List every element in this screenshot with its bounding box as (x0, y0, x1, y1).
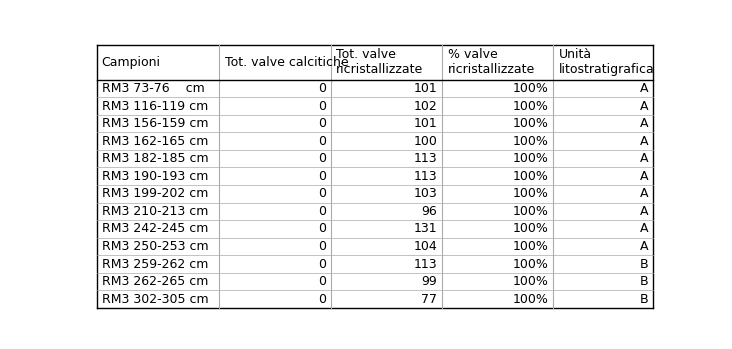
Text: 100%: 100% (512, 117, 548, 130)
Text: RM3 210-213 cm: RM3 210-213 cm (102, 205, 208, 218)
Text: A: A (640, 240, 649, 253)
Text: 100%: 100% (512, 275, 548, 288)
Text: RM3 259-262 cm: RM3 259-262 cm (102, 258, 208, 270)
Text: RM3 156-159 cm: RM3 156-159 cm (102, 117, 208, 130)
Text: RM3 302-305 cm: RM3 302-305 cm (102, 293, 209, 306)
Text: 101: 101 (414, 82, 437, 95)
Text: 0: 0 (318, 135, 326, 148)
Text: 0: 0 (318, 170, 326, 183)
Text: RM3 73-76    cm: RM3 73-76 cm (102, 82, 204, 95)
Text: A: A (640, 187, 649, 200)
Text: 0: 0 (318, 293, 326, 306)
Text: 96: 96 (422, 205, 437, 218)
Text: 100%: 100% (512, 170, 548, 183)
Text: 100%: 100% (512, 222, 548, 236)
Text: A: A (640, 152, 649, 165)
Text: RM3 116-119 cm: RM3 116-119 cm (102, 99, 208, 112)
Text: 0: 0 (318, 187, 326, 200)
Text: A: A (640, 82, 649, 95)
Text: RM3 182-185 cm: RM3 182-185 cm (102, 152, 209, 165)
Text: 99: 99 (422, 275, 437, 288)
Text: RM3 250-253 cm: RM3 250-253 cm (102, 240, 209, 253)
Text: B: B (640, 293, 649, 306)
Text: Tot. valve calcitiche: Tot. valve calcitiche (225, 55, 348, 69)
Text: 0: 0 (318, 152, 326, 165)
Text: 100%: 100% (512, 99, 548, 112)
Text: 77: 77 (422, 293, 437, 306)
Text: 113: 113 (414, 258, 437, 270)
Text: 100%: 100% (512, 187, 548, 200)
Text: RM3 262-265 cm: RM3 262-265 cm (102, 275, 208, 288)
Text: 100%: 100% (512, 135, 548, 148)
Text: 100: 100 (414, 135, 437, 148)
Text: % valve
ricristallizzate: % valve ricristallizzate (447, 48, 535, 76)
Text: 100%: 100% (512, 152, 548, 165)
Text: RM3 190-193 cm: RM3 190-193 cm (102, 170, 208, 183)
Text: Tot. valve
ricristallizzate: Tot. valve ricristallizzate (336, 48, 424, 76)
Text: 0: 0 (318, 222, 326, 236)
Text: 100%: 100% (512, 240, 548, 253)
Text: 104: 104 (414, 240, 437, 253)
Text: 0: 0 (318, 205, 326, 218)
Text: 113: 113 (414, 152, 437, 165)
Text: A: A (640, 205, 649, 218)
Text: 103: 103 (414, 187, 437, 200)
Text: 0: 0 (318, 275, 326, 288)
Text: 102: 102 (414, 99, 437, 112)
Text: 0: 0 (318, 240, 326, 253)
Text: RM3 162-165 cm: RM3 162-165 cm (102, 135, 208, 148)
Text: A: A (640, 135, 649, 148)
Text: 0: 0 (318, 82, 326, 95)
Text: B: B (640, 275, 649, 288)
Text: 100%: 100% (512, 293, 548, 306)
Text: 100%: 100% (512, 82, 548, 95)
Text: 131: 131 (414, 222, 437, 236)
Text: 100%: 100% (512, 205, 548, 218)
Text: B: B (640, 258, 649, 270)
Text: A: A (640, 170, 649, 183)
Text: A: A (640, 222, 649, 236)
Text: Campioni: Campioni (102, 55, 161, 69)
Text: A: A (640, 99, 649, 112)
Text: 0: 0 (318, 117, 326, 130)
Text: 0: 0 (318, 258, 326, 270)
Text: 100%: 100% (512, 258, 548, 270)
Text: 113: 113 (414, 170, 437, 183)
Text: RM3 242-245 cm: RM3 242-245 cm (102, 222, 208, 236)
Text: Unità
litostratigrafica: Unità litostratigrafica (559, 48, 654, 76)
Text: RM3 199-202 cm: RM3 199-202 cm (102, 187, 208, 200)
Text: 0: 0 (318, 99, 326, 112)
Text: 101: 101 (414, 117, 437, 130)
Text: A: A (640, 117, 649, 130)
